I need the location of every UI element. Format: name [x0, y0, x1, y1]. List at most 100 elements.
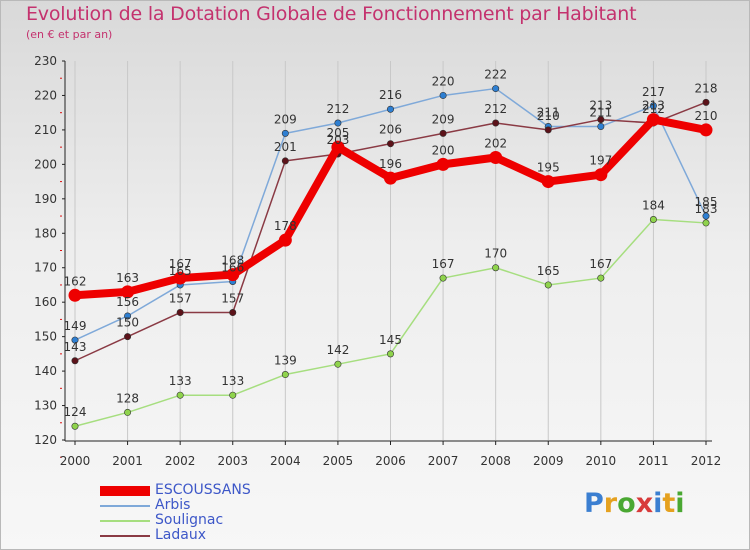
x-tick-label: 2004 — [270, 454, 301, 468]
legend-swatch — [100, 535, 150, 537]
x-tick-label: 2001 — [112, 454, 143, 468]
legend-swatch — [100, 486, 150, 496]
data-label-soulignac: 183 — [695, 202, 718, 216]
data-label-arbis: 156 — [116, 295, 139, 309]
data-point-ladaux — [597, 116, 605, 124]
chart-subtitle: (en € et par an) — [26, 28, 113, 41]
data-point-arbis — [597, 122, 605, 130]
data-point-arbis — [71, 336, 79, 344]
data-label-ladaux: 201 — [274, 140, 297, 154]
data-label-escoussans: 167 — [169, 257, 192, 271]
data-point-arbis — [492, 85, 500, 93]
legend-label: ESCOUSSANS — [155, 482, 251, 498]
x-tick-label: 2007 — [428, 454, 459, 468]
data-label-soulignac: 142 — [326, 343, 349, 357]
data-point-escoussans — [646, 113, 660, 127]
data-point-ladaux — [124, 333, 132, 341]
data-point-ladaux — [544, 126, 552, 134]
x-tick-label: 2009 — [533, 454, 564, 468]
data-label-soulignac: 184 — [642, 198, 665, 212]
data-label-soulignac: 145 — [379, 333, 402, 347]
x-tick-label: 2008 — [480, 454, 511, 468]
data-label-ladaux: 150 — [116, 316, 139, 330]
data-point-ladaux — [71, 357, 79, 365]
data-label-arbis: 216 — [379, 88, 402, 102]
data-label-arbis: 209 — [274, 112, 297, 126]
data-point-arbis — [649, 102, 657, 110]
data-label-arbis: 165 — [169, 264, 192, 278]
data-label-arbis: 212 — [326, 102, 349, 116]
logo-letter: r — [603, 488, 618, 519]
data-label-ladaux: 213 — [589, 99, 612, 113]
data-point-soulignac — [649, 215, 657, 223]
data-point-arbis — [124, 312, 132, 320]
line-chart: 120 130 140 150 160 170 180 190 200 210 220 230 2000… — [34, 54, 722, 468]
legend-label: Ladaux — [155, 527, 207, 543]
y-tick-label: 140 — [34, 364, 57, 378]
data-point-ladaux — [176, 309, 184, 317]
data-point-soulignac — [176, 391, 184, 399]
data-point-escoussans — [489, 150, 503, 164]
legend-label: Soulignac — [155, 512, 224, 528]
data-point-soulignac — [544, 281, 552, 289]
data-point-escoussans — [699, 123, 713, 137]
data-label-ladaux: 143 — [64, 340, 87, 354]
data-label-arbis: 149 — [64, 319, 87, 333]
data-point-soulignac — [386, 350, 394, 358]
data-label-ladaux: 210 — [537, 109, 560, 123]
data-label-soulignac: 167 — [589, 257, 612, 271]
data-label-arbis: 185 — [695, 195, 718, 209]
data-label-escoussans: 200 — [432, 143, 455, 157]
data-label-ladaux: 206 — [379, 123, 402, 137]
y-tick-label: 160 — [34, 295, 57, 309]
data-point-soulignac — [229, 391, 237, 399]
x-tick-label: 2005 — [323, 454, 354, 468]
data-label-escoussans: 168 — [221, 254, 244, 268]
data-point-escoussans — [68, 288, 82, 302]
legend-swatch — [100, 505, 150, 507]
data-label-soulignac: 170 — [484, 247, 507, 261]
data-label-arbis: 211 — [537, 105, 560, 119]
data-point-ladaux — [702, 98, 710, 106]
data-label-soulignac: 133 — [221, 374, 244, 388]
data-label-arbis: 211 — [589, 105, 612, 119]
data-point-ladaux — [492, 119, 500, 127]
x-tick-label: 2006 — [375, 454, 406, 468]
data-label-soulignac: 139 — [274, 354, 297, 368]
data-point-ladaux — [281, 157, 289, 165]
data-label-arbis: 166 — [221, 261, 244, 275]
y-tick-label: 130 — [34, 399, 57, 413]
data-label-arbis: 217 — [642, 85, 665, 99]
data-label-ladaux: 157 — [221, 292, 244, 306]
data-label-soulignac: 165 — [537, 264, 560, 278]
data-label-arbis: 220 — [432, 74, 455, 88]
data-label-escoussans: 202 — [484, 136, 507, 150]
x-tick-label: 2012 — [691, 454, 722, 468]
data-label-soulignac: 128 — [116, 391, 139, 405]
data-point-escoussans — [226, 268, 240, 282]
data-point-escoussans — [121, 285, 135, 299]
data-point-soulignac — [702, 219, 710, 227]
data-point-ladaux — [439, 129, 447, 137]
legend-swatch — [100, 520, 150, 522]
logo-letter: x — [635, 488, 654, 519]
y-tick-label: 180 — [34, 226, 57, 240]
x-tick-label: 2000 — [60, 454, 91, 468]
data-point-soulignac — [439, 274, 447, 282]
data-point-escoussans — [173, 271, 187, 285]
y-tick-label: 200 — [34, 157, 57, 171]
y-tick-label: 120 — [34, 433, 57, 447]
x-tick-label: 2002 — [165, 454, 196, 468]
data-label-escoussans: 205 — [326, 126, 349, 140]
legend-label: Arbis — [155, 497, 191, 513]
data-label-ladaux: 203 — [326, 133, 349, 147]
data-label-soulignac: 167 — [432, 257, 455, 271]
logo-letter: P — [584, 488, 604, 519]
data-point-arbis — [702, 212, 710, 220]
chart-title: Evolution de la Dotation Globale de Fonc… — [26, 3, 637, 25]
x-tick-label: 2010 — [586, 454, 617, 468]
data-label-escoussans: 178 — [274, 219, 297, 233]
data-point-ladaux — [386, 140, 394, 148]
data-label-soulignac: 133 — [169, 374, 192, 388]
data-label-escoussans: 197 — [589, 154, 612, 168]
